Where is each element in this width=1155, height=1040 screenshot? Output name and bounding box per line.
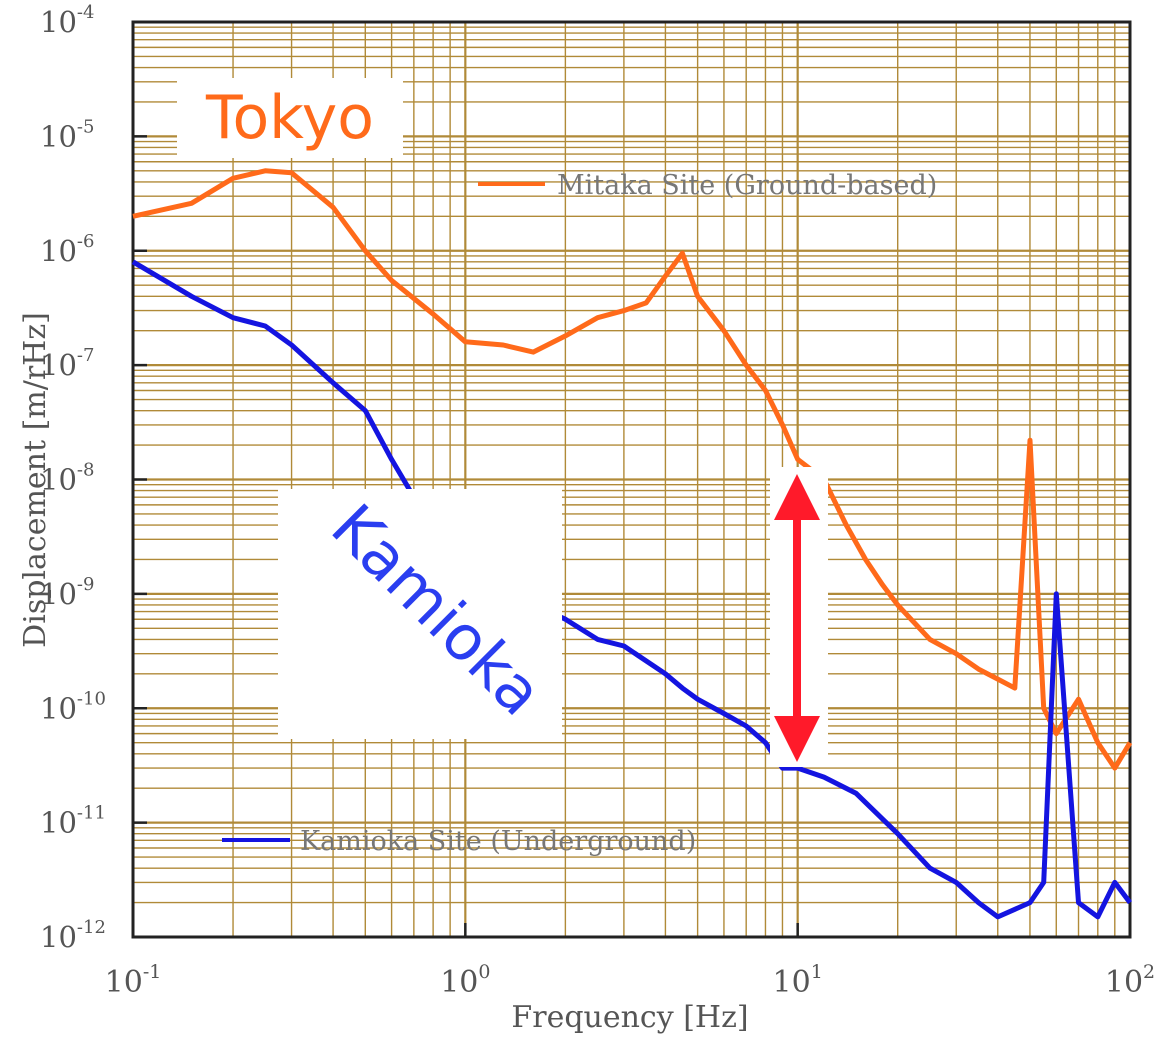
tokyo-label-background <box>177 78 403 158</box>
tokyo-label: Tokyo <box>205 83 374 153</box>
y-tick-label: 10-10 <box>40 688 106 725</box>
y-tick-label: 10-11 <box>40 803 106 840</box>
x-tick-label: 10-1 <box>105 961 162 1000</box>
y-tick-label: 10-12 <box>40 917 106 954</box>
y-tick-label: 10-5 <box>40 116 94 153</box>
series-line-mitaka <box>132 168 1133 771</box>
y-tick-label: 10-6 <box>40 231 94 268</box>
legend-label-kamioka: Kamioka Site (Underground) <box>300 826 696 857</box>
arrow-head-down <box>774 716 820 762</box>
x-tick-label: 100 <box>440 961 490 1000</box>
x-axis-label: Frequency [Hz] <box>511 1000 748 1035</box>
grid <box>133 22 1130 937</box>
y-tick-label: 10-7 <box>40 345 94 382</box>
legend-label-mitaka: Mitaka Site (Ground-based) <box>557 170 937 201</box>
tick-labels: 10-1 100 101 102 10-4 10-5 10-6 10-7 10-8 10-9 10-… <box>40 2 1155 1000</box>
x-tick-label: 101 <box>773 961 823 1000</box>
y-tick-label: 10-9 <box>40 574 94 611</box>
axis-ticks <box>131 20 1132 939</box>
arrow-head-up <box>774 474 820 520</box>
series-lines <box>131 168 1133 920</box>
x-tick-label: 102 <box>1105 961 1155 1000</box>
kamioka-label-background <box>278 489 562 739</box>
series-line-kamioka <box>131 259 1132 920</box>
y-tick-label: 10-4 <box>40 2 94 39</box>
y-tick-label: 10-8 <box>40 460 94 497</box>
y-axis-label: Displacement [m/rHz] <box>18 312 53 648</box>
